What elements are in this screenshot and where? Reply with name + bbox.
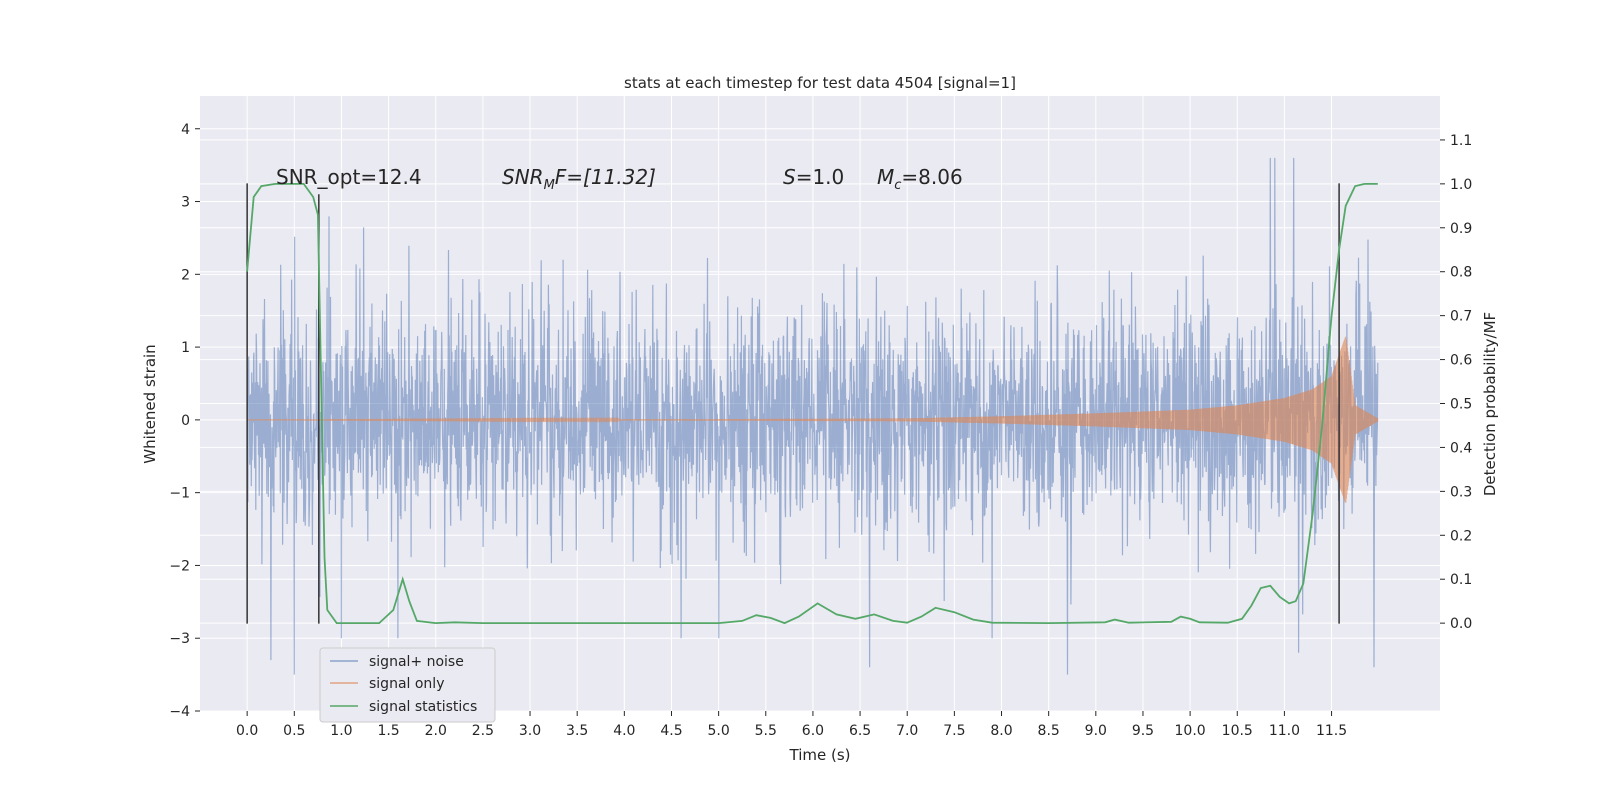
y-right-tick-label: 0.1: [1450, 572, 1472, 588]
x-tick-label: 0.0: [236, 723, 258, 739]
y-right-tick-label: 0.8: [1450, 265, 1472, 281]
signal-noise-line: [246, 157, 1379, 675]
mc-subscript: c: [894, 178, 901, 193]
y-tick-label: 3: [181, 195, 190, 211]
y-tick-label: −3: [169, 631, 190, 647]
x-tick-label: 10.5: [1222, 723, 1253, 739]
y-right-tick-label: 0.2: [1450, 528, 1472, 544]
axis-ticks: 0.0 0.5 1.0 1.5 2.0 2.5 3.0 3.5 4.0 4.5 5.0 5.5 6.0 6…: [169, 122, 1472, 739]
y-right-tick-label: 1.0: [1450, 177, 1472, 193]
annotation-mc: Mc=8.06: [877, 165, 963, 193]
series-signal-noise: [246, 157, 1379, 675]
s-value: =1.0: [796, 165, 845, 189]
annotation-snr-mf: SNRMF=[11.32]: [502, 165, 656, 193]
y-tick-label: −4: [169, 704, 190, 720]
x-tick-label: 8.0: [990, 723, 1012, 739]
x-tick-label: 4.5: [660, 723, 682, 739]
y-right-tick-label: 0.5: [1450, 397, 1472, 413]
snr-mf-symbol: SNR: [502, 165, 544, 189]
y-right-tick-label: 0.9: [1450, 221, 1472, 237]
x-tick-label: 2.0: [425, 723, 447, 739]
y-right-tick-label: 1.1: [1450, 133, 1472, 149]
x-tick-label: 1.0: [330, 723, 352, 739]
mc-symbol: M: [877, 165, 894, 189]
signal-statistics-line: [246, 183, 1378, 625]
y-axis-right-label: Detection probability/MF: [1481, 312, 1499, 496]
x-axis-label: Time (s): [789, 746, 851, 764]
annotation-s: S=1.0: [783, 165, 844, 189]
y-tick-label: −2: [169, 558, 190, 574]
y-right-tick-label: 0.7: [1450, 309, 1472, 325]
legend-label-signal-statistics: signal statistics: [369, 699, 477, 715]
x-tick-label: 5.5: [755, 723, 777, 739]
y-axis-label: Whitened strain: [141, 344, 159, 463]
legend-box: [319, 647, 496, 723]
series-signal-statistics: [246, 183, 1378, 625]
series-signal-only: [247, 336, 1379, 503]
y-right-tick-label: 0.3: [1450, 484, 1472, 500]
s-symbol: S: [783, 165, 796, 189]
y-right-tick-label: 0.4: [1450, 440, 1472, 456]
x-tick-label: 11.5: [1316, 723, 1347, 739]
x-tick-label: 2.5: [472, 723, 494, 739]
y-right-tick-label: 0.6: [1450, 353, 1472, 369]
x-tick-label: 11.0: [1269, 723, 1300, 739]
x-tick-label: 0.5: [283, 723, 305, 739]
x-tick-label: 3.5: [566, 723, 588, 739]
x-tick-label: 1.5: [377, 723, 399, 739]
x-tick-label: 3.0: [519, 723, 541, 739]
y-tick-label: −1: [169, 486, 190, 502]
snr-mf-subscript: M: [544, 178, 555, 193]
annotation-snr-opt: SNR_opt=12.4: [276, 165, 422, 189]
mc-value: =8.06: [901, 165, 962, 189]
x-tick-label: 6.0: [802, 723, 824, 739]
x-tick-label: 5.0: [707, 723, 729, 739]
x-tick-label: 8.5: [1038, 723, 1060, 739]
y-tick-label: 0: [181, 413, 190, 429]
snr-mf-value: F=[11.32]: [555, 165, 656, 189]
x-tick-label: 7.0: [896, 723, 918, 739]
chart-title: stats at each timestep for test data 450…: [624, 74, 1016, 92]
x-tick-label: 9.5: [1132, 723, 1154, 739]
y-tick-label: 4: [181, 122, 190, 138]
signal-only-line: [247, 336, 1379, 503]
y-tick-label: 2: [181, 267, 190, 283]
x-tick-label: 7.5: [943, 723, 965, 739]
y-tick-label: 1: [181, 340, 190, 356]
legend-label-signal-only: signal only: [369, 676, 444, 692]
legend: signal+ noise signal only signal statist…: [319, 647, 496, 723]
x-tick-label: 10.0: [1175, 723, 1206, 739]
x-tick-label: 4.0: [613, 723, 635, 739]
legend-label-signal-noise: signal+ noise: [369, 654, 464, 670]
y-right-tick-label: 0.0: [1450, 616, 1472, 632]
x-tick-label: 6.5: [849, 723, 871, 739]
x-tick-label: 9.0: [1085, 723, 1107, 739]
